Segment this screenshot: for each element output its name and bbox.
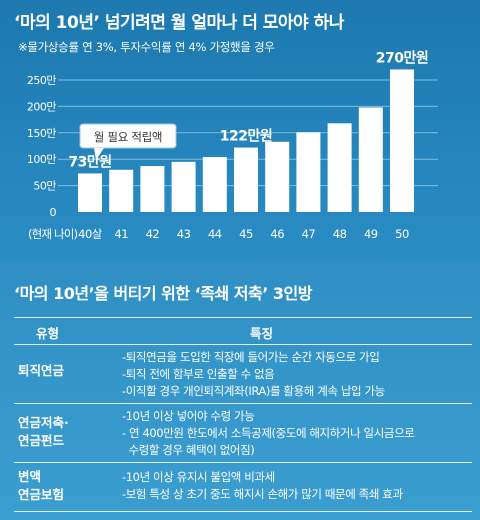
y-tick-label: 200만: [27, 100, 56, 113]
chart-subtitle: ※물가상승률 연 3%, 투자수익률 연 4% 가정했을 경우: [18, 40, 275, 54]
row-features: -퇴직연금을 도입한 직장에 들어가는 순간 자동으로 가입 -퇴직 전에 함부…: [122, 350, 385, 398]
x-tick-label: 46: [270, 227, 284, 241]
x-tick-label: 48: [333, 227, 347, 241]
x-axis-label: (현재 나이): [28, 227, 78, 241]
bar: [234, 147, 258, 212]
data-label: 270만원: [376, 50, 428, 66]
callout-text: 월 필요 적립액: [94, 130, 162, 144]
page-title: ‘마의 10년’ 넘기려면 월 얼마나 더 모아야 하나: [14, 13, 344, 33]
table-row: 연금저축· 연금펀드 -10년 이상 넣어야 수령 가능 - 연 400만원 한…: [14, 404, 472, 463]
x-tick-label: 42: [146, 227, 160, 241]
data-label: 122만원: [220, 129, 272, 145]
bar: [109, 169, 134, 212]
x-tick-label: 44: [208, 227, 222, 241]
y-tick-label: 250만: [27, 74, 56, 87]
callout-box: [79, 123, 177, 149]
x-tick-label: 40살: [78, 227, 103, 241]
data-label: 73만원: [68, 154, 111, 170]
bar: [265, 141, 290, 212]
bar: [140, 166, 165, 212]
table-header: 유형 특징: [14, 317, 472, 345]
x-tick-label: 50: [395, 227, 409, 241]
callout-pointer: [94, 148, 104, 160]
bar: [296, 132, 321, 212]
table-row: 변액 연금보험 -10년 이상 유지시 불입액 비과세 -보험 특성 상 초기 …: [14, 463, 472, 512]
savings-table: 유형 특징 퇴직연금 -퇴직연금을 도입한 직장에 들어가는 순간 자동으로 가…: [14, 317, 472, 512]
bar: [202, 157, 227, 212]
header-features: 특징: [250, 326, 274, 341]
table-row: 퇴직연금 -퇴직연금을 도입한 직장에 들어가는 순간 자동으로 가입 -퇴직 …: [14, 345, 472, 404]
x-tick-label: 45: [239, 227, 253, 241]
x-tick-label: 49: [364, 227, 378, 241]
table-panel: [0, 262, 480, 520]
y-tick-label: 0: [50, 206, 57, 219]
bar: [171, 161, 196, 212]
row-type: 연금저축· 연금펀드: [18, 415, 69, 448]
x-tick-label: 41: [114, 227, 128, 241]
bar: [327, 123, 352, 212]
y-tick-label: 100만: [27, 153, 56, 166]
x-tick-label: 47: [302, 227, 316, 241]
bar: [78, 173, 102, 212]
header-type: 유형: [36, 326, 60, 341]
section-title: ‘마의 10년’을 버티기 위한 ‘족쇄 저축’ 3인방: [14, 284, 312, 303]
bar: [358, 107, 383, 212]
y-tick-label: 150만: [27, 127, 56, 140]
row-type: 퇴직연금: [18, 363, 65, 378]
row-type: 변액 연금보험: [18, 469, 65, 502]
bar: [390, 69, 414, 212]
x-tick-label: 43: [177, 227, 191, 241]
y-tick-label: 50만: [33, 180, 56, 193]
row-features: -10년 이상 유지시 불입액 비과세 -보험 특성 상 초기 중도 해지시 손…: [122, 470, 403, 501]
bar-chart: 0 50만 100만 150만 200만 250만 40살 41 42 43 44 45 46 47 48 4…: [27, 50, 438, 241]
row-features: -10년 이상 넣어야 수령 가능 - 연 400만원 한도에서 소득공제(중도…: [122, 409, 415, 457]
